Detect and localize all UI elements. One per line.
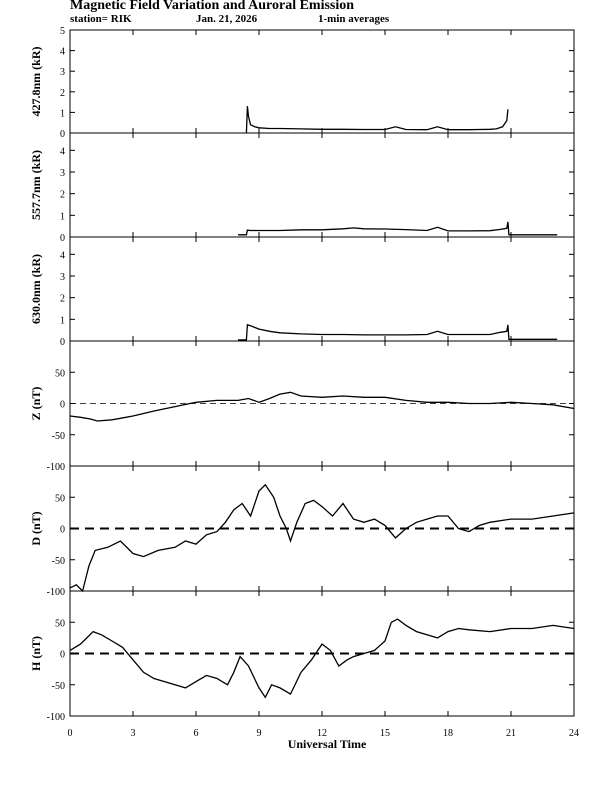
y-axis-label-ph: H (nT) (29, 636, 43, 671)
x-tick-label: 21 (506, 728, 516, 739)
x-tick-label: 0 (68, 728, 73, 739)
x-tick-label: 3 (131, 728, 136, 739)
y-tick-label-pz: 50 (55, 368, 65, 379)
y-tick-label-ph: -100 (47, 712, 65, 723)
y-tick-label-p630: 3 (60, 272, 65, 283)
y-tick-label-p427: 0 (60, 129, 65, 140)
x-tick-label: 9 (257, 728, 262, 739)
y-tick-label-p630: 0 (60, 337, 65, 348)
y-tick-label-p630: 1 (60, 315, 65, 326)
y-tick-label-pd: -50 (52, 556, 65, 567)
y-tick-label-p557: 1 (60, 211, 65, 222)
x-tick-label: 18 (443, 728, 453, 739)
y-tick-label-p630: 4 (60, 250, 65, 261)
series-line-pz (69, 391, 575, 422)
y-axis-label-p557: 557.7nm (kR) (29, 150, 43, 220)
chart-title: Magnetic Field Variation and Auroral Emi… (70, 0, 355, 13)
y-tick-label-pz: -100 (47, 462, 65, 473)
series-line-p630 (238, 323, 558, 341)
series-line-p557 (238, 221, 558, 236)
y-tick-label-p557: 4 (60, 146, 65, 157)
y-axis-label-pz: Z (nT) (29, 387, 43, 421)
y-tick-label-p557: 2 (60, 190, 65, 201)
series-line-p427 (245, 106, 509, 134)
panel-frame-p427 (69, 29, 575, 134)
y-axis-label-p427: 427.8nm (kR) (29, 46, 43, 116)
y-tick-label-ph: 0 (60, 650, 65, 661)
y-tick-label-p427: 2 (60, 88, 65, 99)
y-tick-label-p427: 5 (60, 26, 65, 37)
y-tick-label-pz: 0 (60, 400, 65, 411)
y-tick-label-p427: 4 (60, 47, 65, 58)
x-tick-label: 15 (380, 728, 390, 739)
y-tick-label-p630: 2 (60, 294, 65, 305)
station-label: station= RIK (70, 13, 132, 25)
y-tick-label-pd: 50 (55, 493, 65, 504)
series-line-ph (69, 618, 575, 699)
x-tick-label: 6 (194, 728, 199, 739)
y-tick-label-ph: -50 (52, 681, 65, 692)
y-tick-label-p427: 1 (60, 108, 65, 119)
panel-frame-p630 (69, 236, 575, 342)
averaging-label: 1-min averages (318, 13, 390, 25)
y-tick-label-p557: 0 (60, 233, 65, 244)
date-label: Jan. 21, 2026 (196, 13, 258, 25)
y-tick-label-ph: 50 (55, 618, 65, 629)
panel-frame-p557 (69, 132, 575, 238)
x-tick-label: 24 (569, 728, 579, 739)
y-tick-label-pd: 0 (60, 525, 65, 536)
y-axis-label-pd: D (nT) (29, 511, 43, 545)
y-axis-label-p630: 630.0nm (kR) (29, 254, 43, 324)
y-tick-label-p427: 3 (60, 67, 65, 78)
series-line-pd (69, 483, 575, 593)
x-tick-label: 12 (317, 728, 327, 739)
x-axis-label: Universal Time (287, 737, 367, 751)
y-tick-label-pd: -100 (47, 587, 65, 598)
y-tick-label-pz: -50 (52, 431, 65, 442)
y-tick-label-p557: 3 (60, 168, 65, 179)
